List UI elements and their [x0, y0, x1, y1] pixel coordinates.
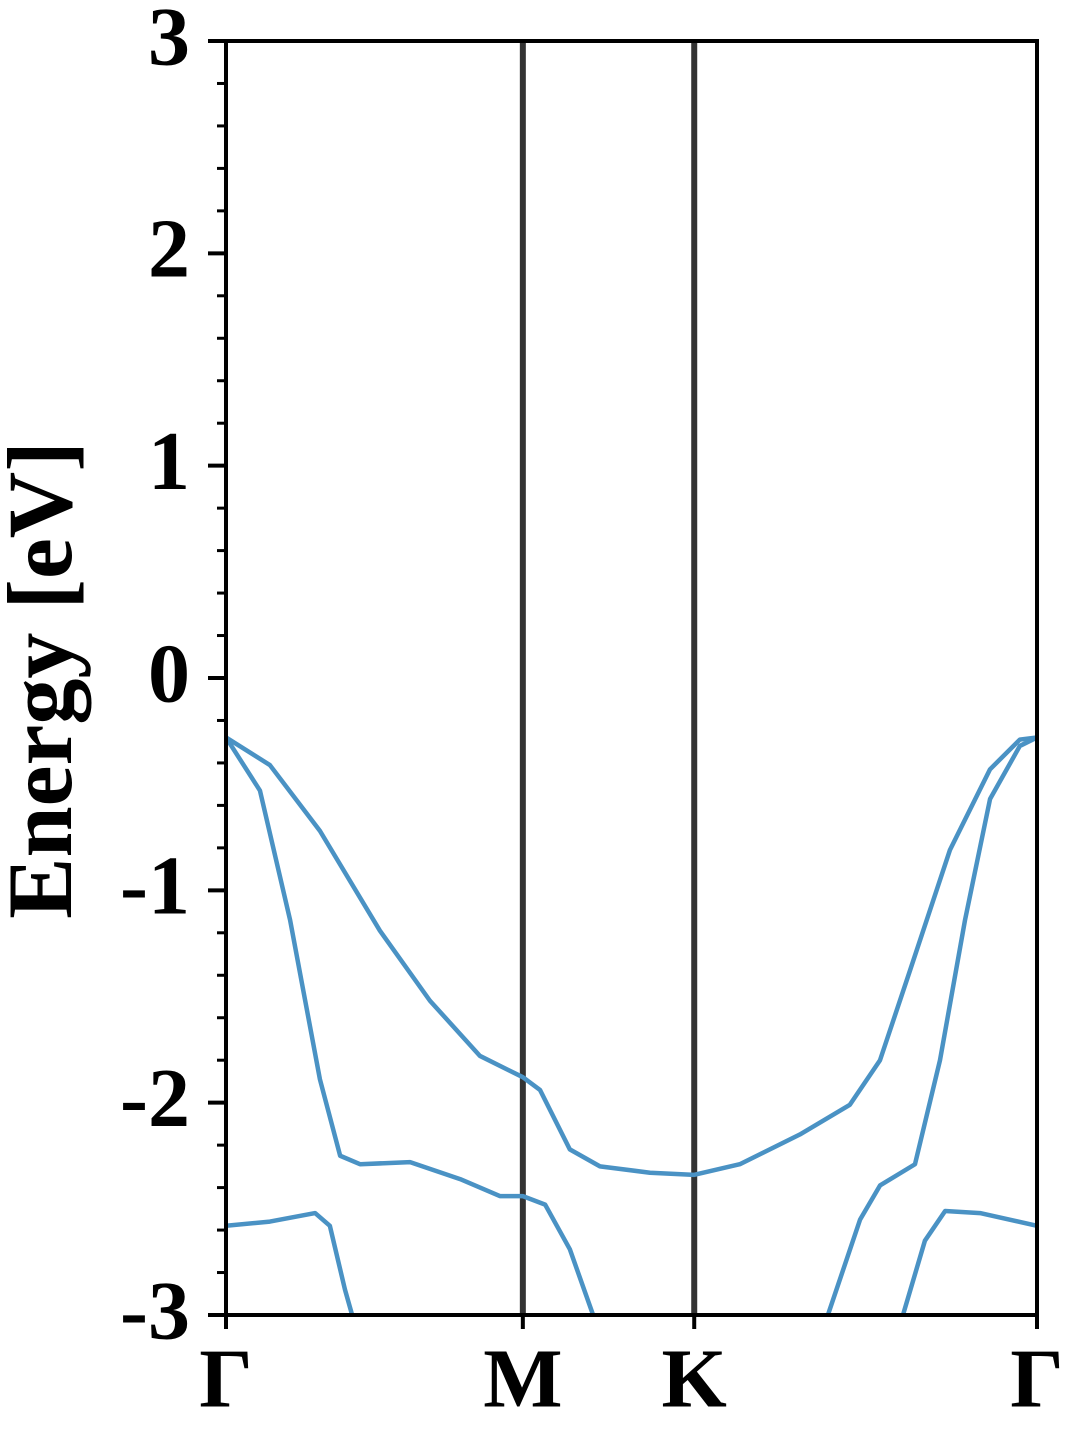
plot-frame	[224, 39, 1039, 1317]
y-tick-label: -3	[120, 1264, 190, 1357]
x-tick-label: K	[662, 1332, 727, 1425]
band-line	[226, 735, 1037, 1315]
x-tick-label: Γ	[199, 1332, 252, 1425]
band-line	[226, 1208, 1037, 1315]
x-tick-label: M	[483, 1332, 562, 1425]
y-tick-label: 0	[148, 627, 190, 720]
y-tick-label: 2	[148, 203, 190, 296]
y-tick-label: -1	[120, 840, 190, 933]
x-tick-label: Γ	[1010, 1332, 1063, 1425]
y-tick-label: 1	[148, 415, 190, 508]
band-line	[226, 735, 1037, 1178]
y-tick-label: -2	[120, 1052, 190, 1145]
y-tick-label: 3	[148, 0, 190, 83]
y-axis-label: Energy [eV]	[0, 441, 91, 919]
